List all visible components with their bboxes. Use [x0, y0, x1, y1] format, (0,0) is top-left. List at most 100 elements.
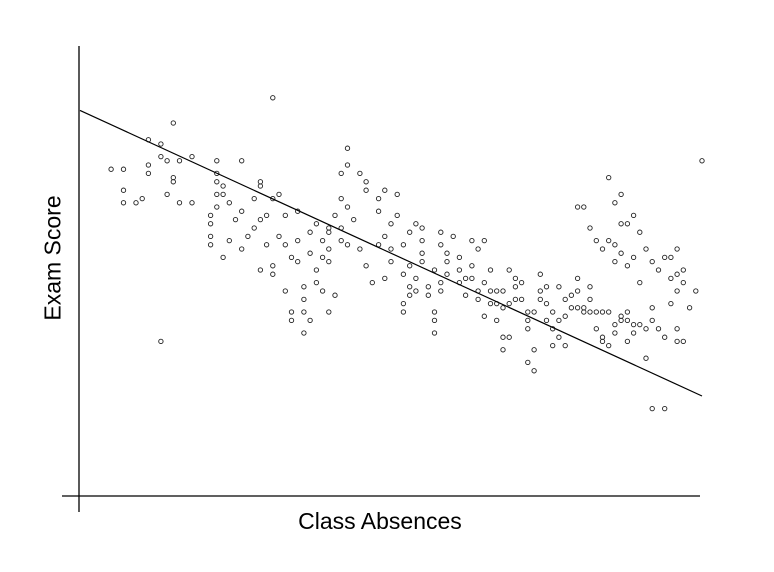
data-point: [630, 330, 637, 336]
data-point: [207, 233, 214, 240]
data-point: [158, 338, 164, 345]
data-point: [568, 292, 575, 298]
data-point: [618, 313, 624, 319]
data-point: [618, 191, 624, 198]
data-point: [637, 279, 643, 286]
data-point: [170, 174, 176, 181]
data-point: [599, 246, 606, 252]
data-point: [680, 279, 686, 286]
data-point: [587, 296, 593, 303]
data-point: [388, 246, 394, 252]
data-point: [438, 242, 444, 248]
data-point: [655, 267, 662, 273]
data-point: [313, 279, 320, 286]
data-point: [400, 271, 407, 277]
data-point: [239, 158, 245, 164]
data-point: [487, 267, 494, 273]
data-point: [686, 305, 693, 311]
data-point: [699, 158, 705, 164]
data-point: [413, 275, 419, 282]
data-point: [164, 191, 170, 198]
data-point: [400, 242, 407, 248]
data-point: [462, 292, 469, 298]
data-point: [363, 187, 369, 193]
data-point: [282, 212, 288, 219]
data-point: [587, 284, 593, 290]
data-point: [606, 342, 612, 349]
data-point: [487, 288, 494, 294]
data-point: [438, 229, 444, 235]
data-point: [500, 288, 506, 294]
data-point: [400, 309, 407, 315]
data-point: [382, 275, 388, 282]
data-point: [593, 309, 599, 315]
data-point: [525, 309, 531, 315]
data-point: [207, 221, 214, 227]
data-point: [668, 254, 674, 261]
data-point: [214, 158, 220, 164]
data-point: [319, 254, 326, 261]
data-point: [226, 237, 232, 244]
data-point: [469, 275, 475, 282]
data-point: [301, 296, 307, 303]
data-point: [606, 174, 612, 181]
data-point: [363, 179, 369, 185]
data-point: [369, 279, 375, 286]
data-point: [326, 309, 332, 315]
data-point: [338, 195, 344, 202]
data-point: [120, 187, 127, 193]
data-point: [562, 342, 568, 349]
data-point: [431, 267, 438, 273]
data-point: [674, 246, 680, 252]
data-point: [574, 305, 581, 311]
data-point: [145, 170, 152, 177]
data-point: [444, 250, 450, 256]
data-point: [674, 326, 680, 332]
data-point: [282, 288, 288, 294]
data-point: [581, 309, 587, 315]
data-point: [469, 263, 475, 269]
data-point: [270, 271, 276, 277]
data-point: [214, 179, 220, 185]
data-point: [518, 296, 525, 303]
data-point: [257, 179, 264, 185]
data-point: [469, 237, 475, 244]
data-point: [581, 204, 587, 210]
data-point: [512, 275, 519, 282]
data-point: [319, 288, 326, 294]
data-point: [375, 195, 382, 202]
data-point: [680, 267, 686, 273]
data-point: [282, 242, 288, 248]
data-point: [618, 221, 624, 227]
data-point: [649, 305, 655, 311]
data-point: [624, 221, 631, 227]
data-point: [450, 233, 456, 240]
data-point: [531, 309, 537, 315]
data-point: [176, 158, 183, 164]
data-point: [655, 326, 662, 332]
data-point: [344, 242, 351, 248]
data-point: [587, 309, 593, 315]
y-axis-label: Exam Score: [39, 195, 66, 321]
data-point: [612, 330, 618, 336]
data-point: [537, 288, 543, 294]
data-point: [444, 271, 450, 277]
data-point: [307, 250, 313, 256]
data-point: [494, 288, 500, 294]
data-point: [133, 200, 139, 206]
data-point: [214, 204, 220, 210]
data-point: [431, 317, 438, 324]
data-point: [649, 405, 655, 412]
data-point: [425, 284, 431, 290]
data-point: [587, 225, 593, 231]
data-point: [276, 233, 282, 240]
data-point: [295, 237, 301, 244]
data-point: [556, 317, 562, 324]
data-point: [456, 267, 463, 273]
data-point: [413, 221, 419, 227]
data-point: [550, 342, 556, 349]
data-point: [375, 208, 382, 214]
data-point: [344, 162, 351, 168]
data-point: [326, 225, 332, 231]
